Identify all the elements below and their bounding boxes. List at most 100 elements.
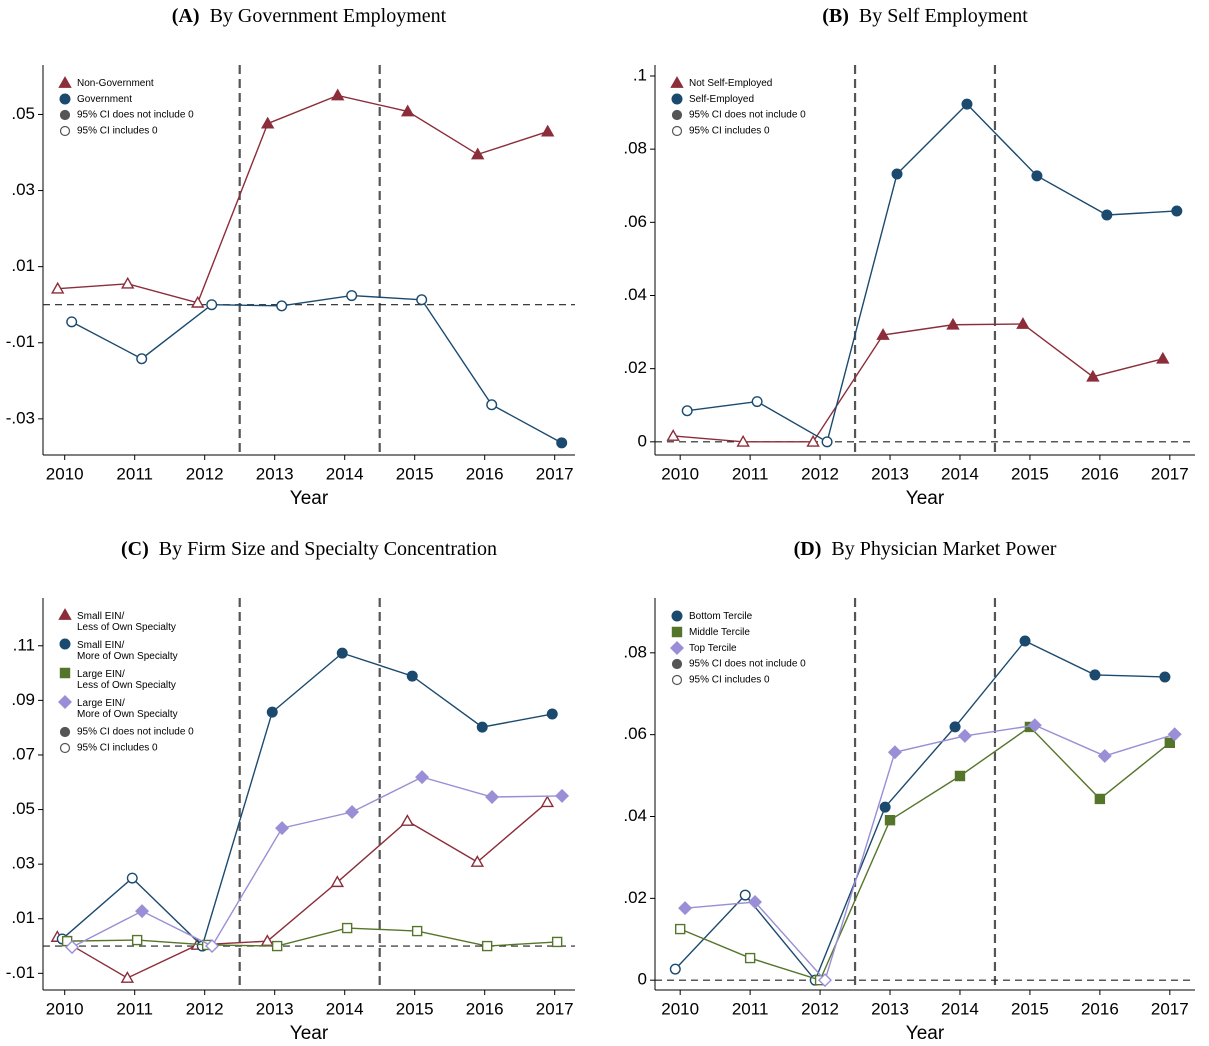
x-tick-label: 2015 <box>396 999 434 1018</box>
x-tick-label: 2013 <box>871 999 909 1018</box>
data-point <box>1156 351 1170 364</box>
data-point <box>556 437 568 449</box>
x-tick-label: 2017 <box>1151 999 1189 1018</box>
x-tick-label: 2014 <box>326 999 364 1018</box>
legend-marker <box>59 109 71 121</box>
legend-marker <box>59 726 71 738</box>
x-tick-label: 2010 <box>46 999 84 1018</box>
y-tick-label: .1 <box>633 65 647 84</box>
data-point <box>266 706 278 718</box>
legend-marker <box>59 667 71 679</box>
x-tick-label: 2017 <box>536 999 574 1018</box>
x-tick-label: 2015 <box>1011 464 1049 483</box>
legend-marker <box>58 76 72 88</box>
data-point <box>1159 671 1171 683</box>
legend-label: 95% CI does not include 0 <box>77 727 194 738</box>
data-point <box>135 904 150 919</box>
data-point <box>1101 209 1113 221</box>
data-point <box>748 895 763 910</box>
series-line <box>71 294 563 444</box>
x-tick-label: 2016 <box>1081 464 1119 483</box>
legend-marker <box>671 658 683 670</box>
y-tick-label: .07 <box>11 744 35 763</box>
data-point <box>336 647 348 659</box>
series-line <box>673 323 1163 443</box>
legend-marker <box>671 125 683 137</box>
y-tick-label: .01 <box>11 908 35 927</box>
y-tick-label: .01 <box>11 256 35 275</box>
y-tick-label: 0 <box>638 431 647 450</box>
panel-label: (A) <box>172 5 200 27</box>
data-point <box>131 934 143 946</box>
x-tick-label: 2010 <box>46 464 84 483</box>
series-line <box>71 776 563 948</box>
y-tick-label: .04 <box>623 806 647 825</box>
data-point <box>666 429 680 441</box>
data-point <box>1089 669 1101 681</box>
data-point <box>126 872 138 884</box>
series-line <box>67 927 558 947</box>
data-point <box>276 300 288 312</box>
data-point <box>470 855 485 867</box>
data-point <box>205 939 220 954</box>
data-point <box>50 281 65 294</box>
data-point <box>411 925 423 937</box>
data-point <box>1016 317 1030 329</box>
legend-label: Small EIN/More of Own Specialty <box>77 640 178 662</box>
data-point <box>961 98 973 110</box>
data-point <box>669 963 681 975</box>
data-point <box>744 952 756 964</box>
data-point <box>330 875 345 888</box>
legend-label: Large EIN/More of Own Specialty <box>77 698 178 720</box>
y-tick-label: .06 <box>623 724 647 743</box>
data-point <box>806 434 820 447</box>
data-point <box>406 670 418 682</box>
data-point <box>674 923 686 935</box>
x-tick-label: 2016 <box>466 999 504 1018</box>
y-tick-label: .02 <box>623 358 647 377</box>
data-point <box>1027 718 1042 733</box>
x-tick-label: 2011 <box>732 999 769 1018</box>
data-point <box>1094 793 1106 805</box>
panel-title: (A) By Government Employment <box>172 5 447 27</box>
legend-marker <box>58 695 72 709</box>
data-point <box>1167 727 1182 742</box>
x-tick-label: 2010 <box>661 999 699 1018</box>
panel-title-text: By Firm Size and Specialty Concentration <box>159 538 497 560</box>
data-point <box>470 147 485 160</box>
data-point <box>346 290 358 302</box>
series-line <box>61 652 553 948</box>
legend-label: 95% CI includes 0 <box>689 675 770 686</box>
x-tick-label: 2015 <box>1011 999 1049 1018</box>
data-point <box>540 795 555 808</box>
legend-label: 95% CI includes 0 <box>689 126 770 137</box>
x-tick-label: 2013 <box>871 464 909 483</box>
data-point <box>481 940 493 952</box>
data-point <box>486 399 498 411</box>
data-point <box>271 940 283 952</box>
data-point <box>954 770 966 782</box>
x-tick-label: 2012 <box>186 999 224 1018</box>
legend-label: Small EIN/Less of Own Specialty <box>77 611 176 633</box>
series-line <box>674 640 1165 982</box>
x-tick-label: 2013 <box>256 999 294 1018</box>
data-point <box>946 317 960 330</box>
panel-title: (D) By Physician Market Power <box>794 538 1057 560</box>
legend-marker <box>671 674 683 686</box>
data-point <box>66 316 78 328</box>
data-point <box>540 124 555 137</box>
data-point <box>1171 205 1183 217</box>
data-point <box>1031 170 1043 182</box>
legend-marker <box>671 626 683 638</box>
legend-label: Self-Employed <box>689 94 754 105</box>
y-tick-label: .04 <box>623 285 647 304</box>
x-tick-label: 2013 <box>256 464 294 483</box>
panel-title: (B) By Self Employment <box>822 5 1028 27</box>
x-tick-label: 2014 <box>326 464 364 483</box>
legend-label: 95% CI does not include 0 <box>689 110 806 121</box>
x-tick-label: 2016 <box>466 464 504 483</box>
data-point <box>551 936 563 948</box>
data-point <box>821 436 833 448</box>
data-point <box>120 276 135 289</box>
legend-marker <box>59 93 71 105</box>
